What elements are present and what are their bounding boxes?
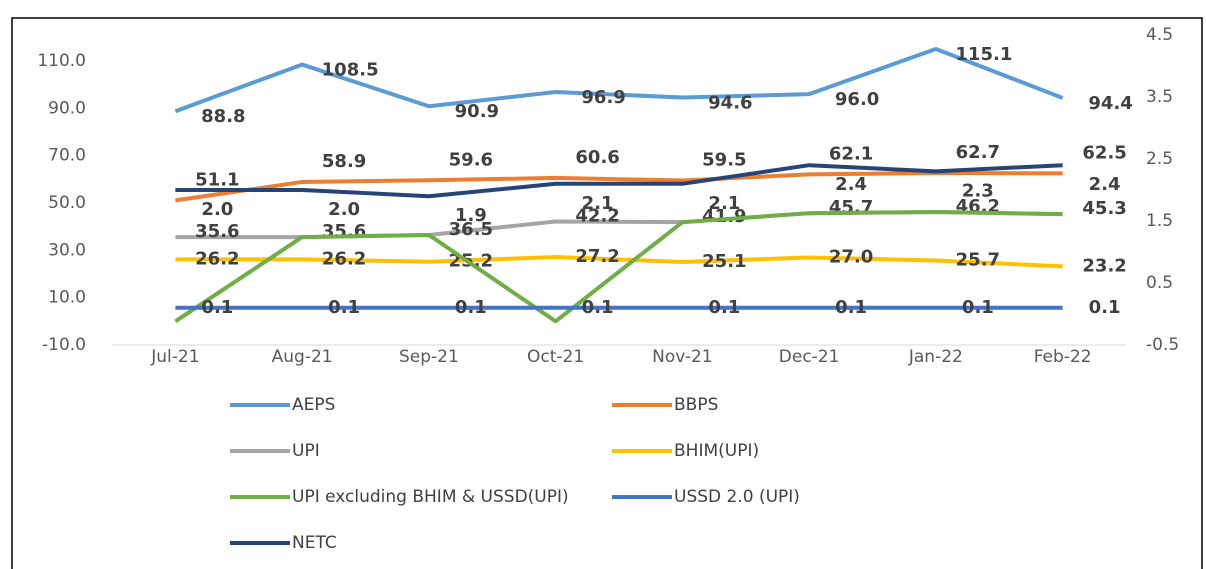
data-label: 2.1: [582, 193, 614, 214]
y2-tick-label: 4.5: [1146, 25, 1173, 45]
x-tick-label: Jan-22: [908, 347, 963, 367]
data-label: 62.7: [956, 142, 1000, 163]
x-tick-label: Oct-21: [527, 347, 584, 367]
data-label: 2.0: [201, 199, 233, 220]
y2-tick-label: -0.5: [1146, 335, 1179, 355]
data-label: 26.2: [322, 248, 366, 269]
legend-label: AEPS: [292, 395, 335, 415]
data-label: 0.1: [835, 297, 867, 318]
y-tick-label: 90.0: [48, 98, 86, 118]
data-label: 115.1: [955, 44, 1012, 65]
x-tick-label: Sep-21: [399, 347, 459, 367]
legend-label: BHIM(UPI): [674, 441, 759, 461]
data-label: 25.1: [702, 251, 746, 272]
data-label: 45.7: [829, 197, 873, 218]
series-line: [174, 210, 1063, 324]
y-tick-label: 30.0: [48, 240, 86, 260]
series-line: [175, 170, 1063, 203]
data-label: 96.9: [581, 87, 625, 108]
data-label: 0.1: [962, 297, 994, 318]
x-tick-label: Feb-22: [1034, 347, 1092, 367]
data-label: 45.3: [1082, 198, 1126, 219]
data-label: 2.1: [708, 193, 740, 214]
data-label: 0.1: [708, 297, 740, 318]
data-label: 0.1: [201, 297, 233, 318]
y-tick-label: 110.0: [37, 51, 86, 71]
chart-frame: [11, 17, 1203, 569]
data-label: 0.1: [582, 297, 614, 318]
y-tick-label: 10.0: [48, 288, 86, 308]
legend-label: NETC: [292, 533, 337, 553]
y2-tick-label: 1.5: [1146, 211, 1173, 231]
legend-label: BBPS: [674, 395, 718, 415]
data-label: 59.5: [702, 150, 746, 171]
data-label: 108.5: [322, 60, 379, 81]
data-label: 60.6: [575, 147, 619, 168]
data-label: 27.0: [829, 246, 873, 267]
data-label: 25.7: [956, 250, 1000, 271]
data-label: 2.4: [835, 174, 867, 195]
data-label: 2.0: [328, 199, 360, 220]
data-label: 36.5: [449, 219, 493, 240]
y2-tick-label: 3.5: [1146, 87, 1173, 107]
x-tick-label: Jul-21: [150, 347, 199, 367]
data-label: 35.6: [195, 221, 239, 242]
data-label: 88.8: [201, 106, 245, 127]
data-label: 2.3: [962, 180, 994, 201]
data-label: 58.9: [322, 151, 366, 172]
x-tick-label: Dec-21: [779, 347, 840, 367]
series-line: [175, 163, 1063, 199]
data-label: 51.1: [195, 169, 239, 190]
y-tick-label: -10.0: [42, 335, 86, 355]
data-label: 59.6: [449, 149, 493, 170]
data-label: 0.1: [1089, 297, 1121, 318]
data-label: 35.6: [322, 221, 366, 242]
data-label: 27.2: [575, 246, 619, 267]
data-label: 62.1: [829, 143, 873, 164]
legend-label: USSD 2.0 (UPI): [674, 487, 800, 507]
y2-tick-label: 2.5: [1146, 149, 1173, 169]
y2-tick-label: 0.5: [1146, 273, 1173, 293]
y-tick-label: 70.0: [48, 146, 86, 166]
data-label: 96.0: [835, 89, 879, 110]
data-label: 0.1: [328, 297, 360, 318]
legend-label: UPI excluding BHIM & USSD(UPI): [292, 487, 569, 507]
data-label: 94.6: [708, 92, 752, 113]
legend-label: UPI: [292, 441, 320, 461]
x-tick-label: Nov-21: [652, 347, 713, 367]
data-label: 94.4: [1088, 93, 1132, 114]
data-label: 2.4: [1089, 174, 1121, 195]
series-line: [175, 254, 1063, 269]
data-label: 90.9: [455, 101, 499, 122]
series-line: [174, 46, 1064, 114]
data-label: 0.1: [455, 297, 487, 318]
data-label: 26.2: [195, 248, 239, 269]
data-label: 42.2: [575, 205, 619, 226]
x-tick-label: Aug-21: [272, 347, 333, 367]
y-tick-label: 50.0: [48, 193, 86, 213]
data-label: 62.5: [1082, 142, 1126, 163]
data-label: 23.2: [1082, 255, 1126, 276]
data-label: 1.9: [455, 205, 487, 226]
